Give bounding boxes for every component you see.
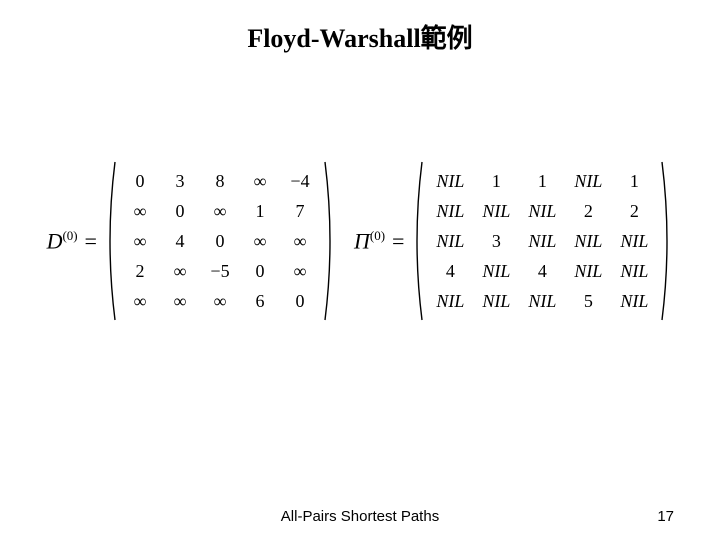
pi-matrix-cell: NIL [519, 226, 565, 256]
pi-matrix-cell: 3 [473, 226, 519, 256]
d-equation: D(0) = 038∞−4∞0∞17∞40∞∞2∞−50∞∞∞∞60 [47, 160, 336, 322]
pi-matrix-cell: 1 [519, 166, 565, 196]
d-matrix-cell: 0 [200, 226, 240, 256]
pi-label-sup: (0) [370, 228, 385, 243]
right-paren-icon [661, 160, 673, 322]
d-matrix-cell: 8 [200, 166, 240, 196]
pi-matrix-cell: 1 [473, 166, 519, 196]
d-matrix-cell: ∞ [240, 226, 280, 256]
pi-matrix-cell: NIL [427, 226, 473, 256]
d-matrix-cell: −4 [280, 166, 320, 196]
d-matrix-cell: 0 [160, 196, 200, 226]
slide: Floyd-Warshall範例 D(0) = 038∞−4∞0∞17∞40∞∞… [0, 0, 720, 540]
pi-matrix-cell: NIL [473, 196, 519, 226]
pi-matrix-cell: 2 [565, 196, 611, 226]
pi-matrix-cell: NIL [519, 286, 565, 316]
equals-sign: = [391, 228, 406, 253]
pi-matrix: NIL11NIL1NILNILNIL22NIL3NILNILNIL4NIL4NI… [423, 160, 661, 322]
pi-matrix-wrap: NIL11NIL1NILNILNIL22NIL3NILNILNIL4NIL4NI… [411, 160, 673, 322]
pi-matrix-cell: NIL [473, 256, 519, 286]
pi-matrix-cell: 5 [565, 286, 611, 316]
right-paren-icon [324, 160, 336, 322]
pi-matrix-cell: NIL [473, 286, 519, 316]
pi-matrix-cell: NIL [565, 256, 611, 286]
d-matrix-cell: ∞ [120, 226, 160, 256]
d-matrix-cell: 1 [240, 196, 280, 226]
d-label: D(0) = [47, 228, 98, 254]
pi-matrix-cell: NIL [611, 286, 657, 316]
d-matrix-cell: −5 [200, 256, 240, 286]
footer-text: All-Pairs Shortest Paths [0, 508, 720, 525]
d-matrix-cell: ∞ [120, 196, 160, 226]
pi-matrix-cell: NIL [611, 226, 657, 256]
d-matrix-cell: 2 [120, 256, 160, 286]
pi-matrix-cell: NIL [565, 226, 611, 256]
d-matrix-cell: 0 [120, 166, 160, 196]
d-matrix-cell: 0 [280, 286, 320, 316]
pi-matrix-cell: 1 [611, 166, 657, 196]
matrices-row: D(0) = 038∞−4∞0∞17∞40∞∞2∞−50∞∞∞∞60 [20, 160, 700, 322]
left-paren-icon [104, 160, 116, 322]
pi-matrix-cell: 2 [611, 196, 657, 226]
pi-matrix-cell: NIL [519, 196, 565, 226]
d-matrix-cell: ∞ [120, 286, 160, 316]
d-matrix: 038∞−4∞0∞17∞40∞∞2∞−50∞∞∞∞60 [116, 160, 324, 322]
d-matrix-cell: 3 [160, 166, 200, 196]
d-matrix-cell: ∞ [160, 256, 200, 286]
left-paren-icon [411, 160, 423, 322]
d-matrix-cell: ∞ [200, 196, 240, 226]
d-matrix-cell: ∞ [200, 286, 240, 316]
d-matrix-cell: ∞ [280, 226, 320, 256]
d-label-sup: (0) [62, 228, 77, 243]
pi-matrix-cell: NIL [427, 166, 473, 196]
d-matrix-cell: ∞ [160, 286, 200, 316]
pi-matrix-cell: NIL [427, 196, 473, 226]
pi-equation: Π(0) = NIL11NIL1NILNILNIL22NIL3NILNILNIL… [354, 160, 673, 322]
pi-matrix-cell: NIL [565, 166, 611, 196]
d-matrix-cell: 0 [240, 256, 280, 286]
pi-label: Π(0) = [354, 228, 405, 254]
d-label-base: D [47, 228, 63, 253]
pi-matrix-cell: NIL [611, 256, 657, 286]
d-matrix-wrap: 038∞−4∞0∞17∞40∞∞2∞−50∞∞∞∞60 [104, 160, 336, 322]
d-matrix-cell: 6 [240, 286, 280, 316]
d-matrix-cell: 7 [280, 196, 320, 226]
d-matrix-cell: ∞ [240, 166, 280, 196]
pi-matrix-cell: 4 [519, 256, 565, 286]
d-matrix-cell: 4 [160, 226, 200, 256]
pi-label-base: Π [354, 228, 370, 253]
d-matrix-cell: ∞ [280, 256, 320, 286]
equals-sign: = [83, 228, 98, 253]
pi-matrix-cell: NIL [427, 286, 473, 316]
slide-title: Floyd-Warshall範例 [0, 18, 720, 55]
pi-matrix-cell: 4 [427, 256, 473, 286]
page-number: 17 [657, 508, 674, 525]
